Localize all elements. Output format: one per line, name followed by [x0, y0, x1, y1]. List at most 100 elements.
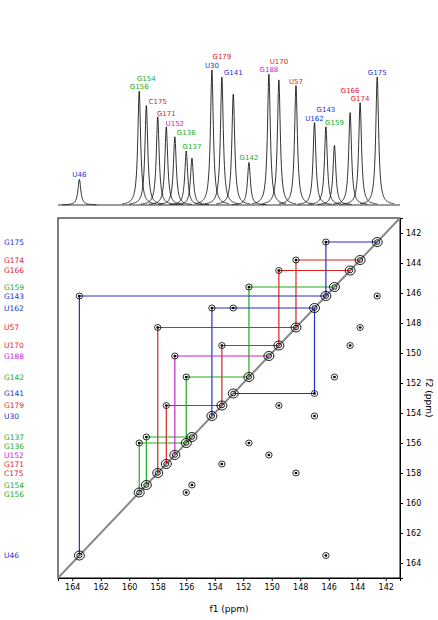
- contour: [375, 240, 380, 245]
- plot-frame: [58, 218, 400, 578]
- tick-label: 154: [208, 583, 223, 592]
- row-label: C175: [4, 469, 24, 478]
- peak-label: U30: [205, 62, 219, 70]
- contour: [248, 286, 251, 289]
- diagonal-peak: [161, 460, 171, 469]
- cross-peak: [246, 440, 252, 446]
- walk-line: [166, 271, 350, 465]
- row-label: G136: [4, 442, 24, 451]
- cross-peak: [266, 452, 272, 458]
- tick: 144: [400, 259, 421, 268]
- tick-mark: [400, 323, 403, 324]
- contour: [156, 326, 159, 329]
- contour: [209, 414, 214, 419]
- row-label: U170: [4, 341, 24, 350]
- row-label: U162: [4, 304, 24, 313]
- contour: [311, 413, 317, 419]
- row-label: G159: [4, 283, 24, 292]
- tick: 156: [179, 578, 194, 592]
- tick-mark: [72, 578, 73, 581]
- contour: [164, 462, 169, 467]
- walk-line: [212, 308, 315, 416]
- contour: [144, 483, 149, 488]
- row-label: G137: [4, 433, 24, 442]
- walk-line: [175, 356, 269, 455]
- cross-peak: [311, 413, 317, 419]
- tick: 148: [293, 578, 308, 592]
- tick-label: 158: [151, 583, 166, 592]
- contour: [76, 293, 82, 299]
- tick-mark: [400, 293, 403, 294]
- contour: [264, 352, 274, 361]
- tick-mark: [272, 578, 273, 581]
- cross-peak: [76, 293, 82, 299]
- contour: [134, 488, 144, 497]
- peak: [262, 80, 296, 204]
- cross-peak: [219, 343, 225, 349]
- contour: [266, 452, 272, 458]
- y-axis-title: f2 (ppm): [424, 379, 434, 418]
- cross-peak: [143, 434, 149, 440]
- contour: [244, 373, 254, 382]
- cross-peak: [347, 343, 353, 349]
- cross-peak: [276, 403, 282, 409]
- contour: [332, 285, 337, 290]
- tick-label: 146: [322, 583, 337, 592]
- diagonal-peak: [372, 238, 382, 247]
- peak-label: G171: [157, 110, 176, 118]
- contour: [276, 268, 282, 274]
- tick-label: 158: [406, 469, 421, 478]
- diagonal: [58, 218, 400, 578]
- peak-label: U46: [72, 171, 87, 179]
- diagonal-peak: [264, 352, 274, 361]
- peak-label: G142: [240, 154, 259, 162]
- projection-spectrum: [58, 70, 400, 205]
- tick: 160: [122, 578, 137, 592]
- contour: [137, 490, 142, 495]
- peak: [232, 162, 266, 204]
- cross-peak: [276, 268, 282, 274]
- tick-label: 152: [406, 379, 421, 388]
- axis-line: [401, 219, 404, 579]
- diagonal-peak: [207, 412, 217, 421]
- tick: 142: [400, 229, 421, 238]
- tick: 150: [265, 578, 280, 592]
- contour: [183, 374, 189, 380]
- peak-labels: U30G188G179G175U170U57G156G141G174G154G1…: [72, 53, 386, 179]
- tick-mark: [186, 578, 187, 581]
- contour: [232, 307, 235, 310]
- cross-peak: [209, 305, 215, 311]
- axis-line: [59, 579, 401, 582]
- contour: [228, 389, 238, 398]
- contour: [207, 412, 217, 421]
- row-label: G154: [4, 481, 24, 490]
- contour: [155, 471, 160, 476]
- tick: 146: [322, 578, 337, 592]
- tick-label: 150: [406, 349, 421, 358]
- peak-label: G174: [351, 95, 370, 103]
- contour: [349, 344, 352, 347]
- contour: [329, 283, 339, 292]
- cross-peak: [163, 403, 169, 409]
- row-label: U46: [4, 551, 19, 560]
- row-label: G179: [4, 401, 24, 410]
- peak-label: G143: [317, 106, 336, 114]
- peak-label: U162: [305, 115, 323, 123]
- diagonal-peak: [74, 551, 84, 560]
- cross-peak: [230, 305, 236, 311]
- peak-label: G175: [368, 69, 387, 77]
- cross-peak: [189, 482, 195, 488]
- contour: [268, 454, 271, 457]
- peak-label: G188: [260, 66, 279, 74]
- contour: [345, 266, 355, 275]
- peak-label: G154: [137, 75, 156, 83]
- peak: [317, 145, 351, 204]
- tick: 156: [400, 439, 421, 448]
- walk-line: [139, 287, 334, 493]
- diagonal-peak: [321, 292, 331, 301]
- contour: [331, 374, 337, 380]
- tick-mark: [400, 263, 403, 264]
- contour: [189, 482, 195, 488]
- cross-peak: [357, 325, 363, 331]
- row-labels: G175G174G166G159G143U162U57U170G188G142G…: [4, 238, 24, 561]
